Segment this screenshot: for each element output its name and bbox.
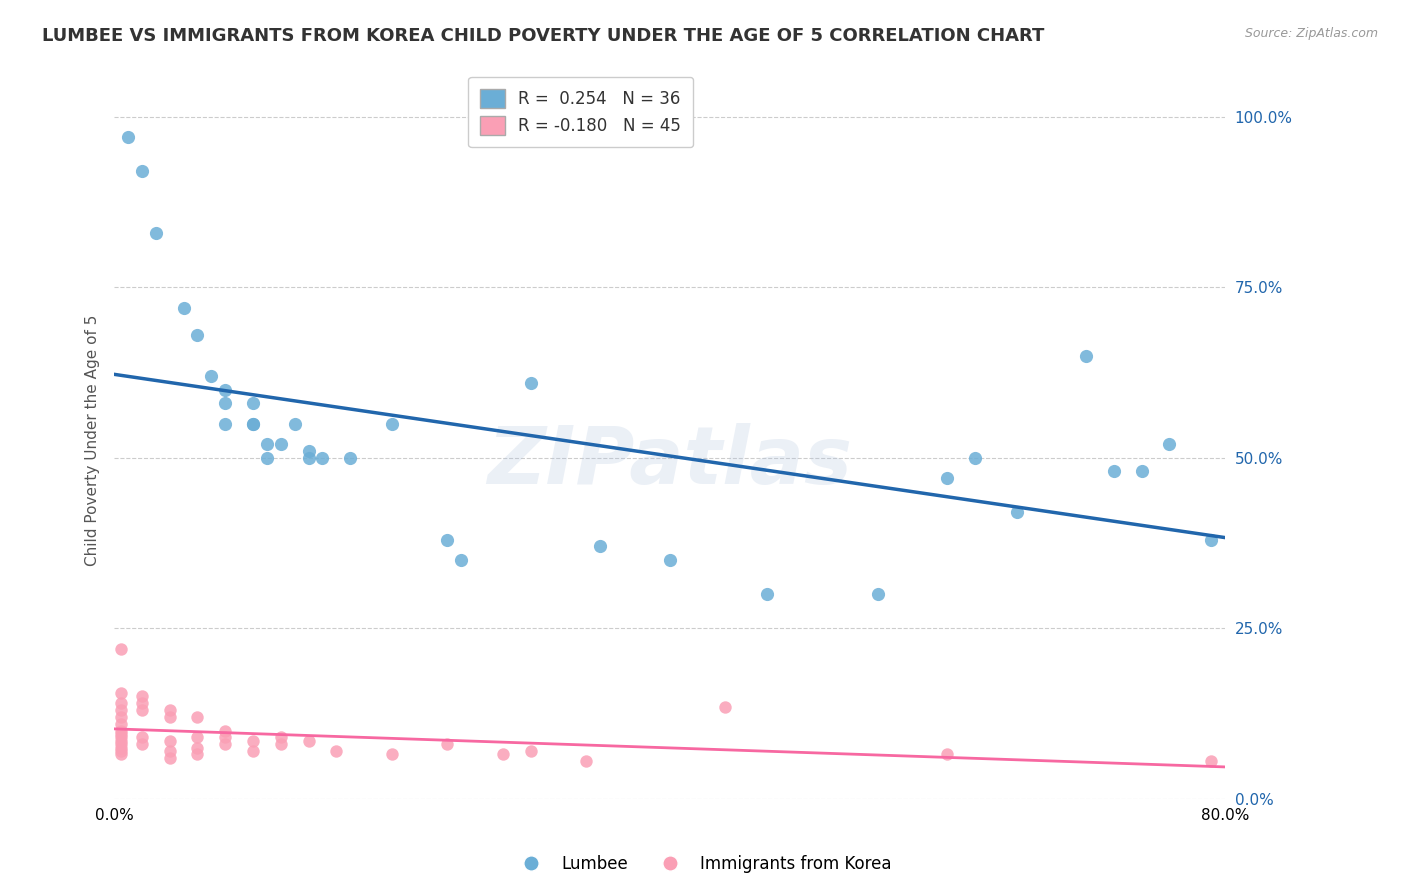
Point xyxy=(242,417,264,431)
Point xyxy=(519,376,541,390)
Legend: R =  0.254   N = 36, R = -0.180   N = 45: R = 0.254 N = 36, R = -0.180 N = 45 xyxy=(468,77,693,147)
Point xyxy=(936,471,959,485)
Point xyxy=(131,737,153,751)
Point xyxy=(450,553,472,567)
Point xyxy=(339,450,361,465)
Point xyxy=(297,444,319,458)
Point xyxy=(110,703,132,717)
Point xyxy=(214,383,236,397)
Y-axis label: Child Poverty Under the Age of 5: Child Poverty Under the Age of 5 xyxy=(86,315,100,566)
Point xyxy=(242,417,264,431)
Point xyxy=(186,731,208,745)
Point xyxy=(110,740,132,755)
Point xyxy=(110,716,132,731)
Point xyxy=(297,733,319,747)
Point xyxy=(131,731,153,745)
Point xyxy=(755,587,778,601)
Point xyxy=(1199,754,1222,768)
Point xyxy=(214,396,236,410)
Point xyxy=(131,703,153,717)
Point xyxy=(173,301,195,315)
Point xyxy=(242,733,264,747)
Point xyxy=(297,450,319,465)
Point xyxy=(270,731,292,745)
Point xyxy=(589,540,612,554)
Point xyxy=(575,754,598,768)
Point xyxy=(214,737,236,751)
Point xyxy=(214,731,236,745)
Point xyxy=(963,450,986,465)
Point xyxy=(714,699,737,714)
Point xyxy=(325,744,347,758)
Point xyxy=(159,710,181,724)
Point xyxy=(1074,349,1097,363)
Point xyxy=(131,696,153,710)
Point xyxy=(110,744,132,758)
Point xyxy=(110,747,132,762)
Point xyxy=(270,737,292,751)
Text: ZIPatlas: ZIPatlas xyxy=(486,424,852,501)
Point xyxy=(436,737,458,751)
Point xyxy=(381,417,404,431)
Point xyxy=(110,737,132,751)
Point xyxy=(186,740,208,755)
Point xyxy=(186,328,208,343)
Point xyxy=(110,686,132,700)
Point xyxy=(110,723,132,738)
Point xyxy=(110,696,132,710)
Point xyxy=(186,710,208,724)
Point xyxy=(270,437,292,451)
Point xyxy=(159,751,181,765)
Point xyxy=(110,641,132,656)
Legend: Lumbee, Immigrants from Korea: Lumbee, Immigrants from Korea xyxy=(508,848,898,880)
Text: LUMBEE VS IMMIGRANTS FROM KOREA CHILD POVERTY UNDER THE AGE OF 5 CORRELATION CHA: LUMBEE VS IMMIGRANTS FROM KOREA CHILD PO… xyxy=(42,27,1045,45)
Point xyxy=(658,553,681,567)
Text: Source: ZipAtlas.com: Source: ZipAtlas.com xyxy=(1244,27,1378,40)
Point xyxy=(159,733,181,747)
Point xyxy=(311,450,333,465)
Point xyxy=(186,747,208,762)
Point xyxy=(284,417,307,431)
Point xyxy=(214,723,236,738)
Point xyxy=(242,744,264,758)
Point xyxy=(110,731,132,745)
Point xyxy=(381,747,404,762)
Point xyxy=(159,703,181,717)
Point xyxy=(214,417,236,431)
Point xyxy=(1102,465,1125,479)
Point xyxy=(866,587,889,601)
Point xyxy=(145,226,167,240)
Point xyxy=(110,733,132,747)
Point xyxy=(242,396,264,410)
Point xyxy=(1199,533,1222,547)
Point xyxy=(1005,505,1028,519)
Point xyxy=(256,437,278,451)
Point xyxy=(519,744,541,758)
Point xyxy=(1159,437,1181,451)
Point xyxy=(256,450,278,465)
Point xyxy=(492,747,515,762)
Point xyxy=(110,710,132,724)
Point xyxy=(1130,465,1153,479)
Point xyxy=(117,130,139,145)
Point xyxy=(436,533,458,547)
Point xyxy=(936,747,959,762)
Point xyxy=(159,744,181,758)
Point xyxy=(131,690,153,704)
Point xyxy=(110,727,132,741)
Point xyxy=(131,164,153,178)
Point xyxy=(200,369,222,384)
